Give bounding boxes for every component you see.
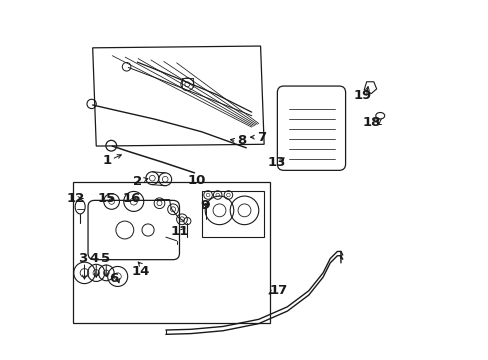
Text: 19: 19 [352,89,371,102]
Text: 13: 13 [267,156,285,169]
Text: 5: 5 [101,252,109,265]
Text: 16: 16 [122,193,141,206]
Text: 10: 10 [187,174,205,186]
Text: 9: 9 [200,198,209,212]
Text: 4: 4 [90,252,99,265]
Text: 2: 2 [133,175,142,188]
Text: 1: 1 [102,154,111,167]
Text: 7: 7 [256,131,265,144]
Text: 18: 18 [362,116,381,129]
Text: 12: 12 [67,192,85,205]
Text: 8: 8 [237,134,246,147]
Text: 6: 6 [108,272,118,285]
Text: 14: 14 [131,265,150,278]
Text: 11: 11 [170,225,188,238]
Text: 15: 15 [98,193,116,206]
Text: 3: 3 [78,252,87,265]
Text: 17: 17 [269,284,287,297]
